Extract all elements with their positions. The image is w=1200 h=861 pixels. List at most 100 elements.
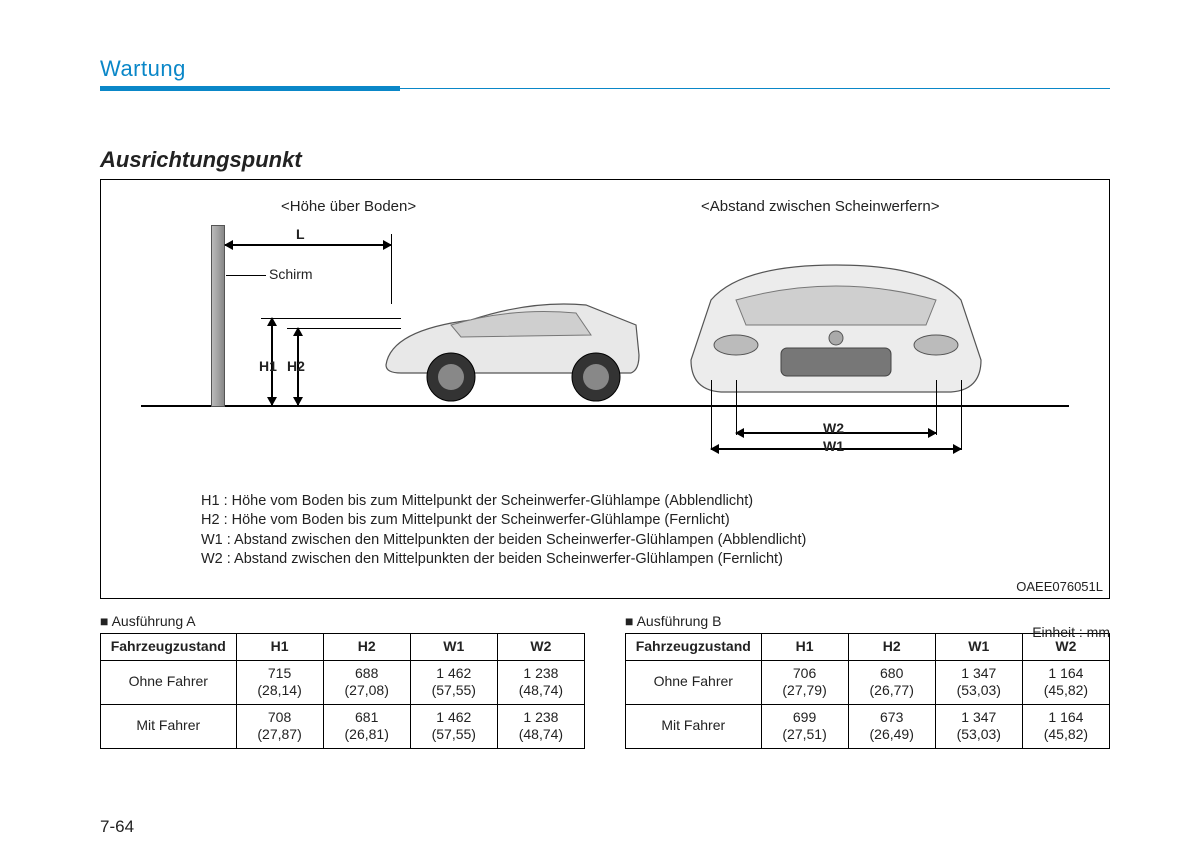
td: 681(26,81) xyxy=(323,704,410,748)
val: (27,87) xyxy=(257,726,301,742)
th: Fahrzeugzustand xyxy=(626,634,762,661)
val: 1 238 xyxy=(523,709,558,725)
table-row: Ohne Fahrer 706(27,79) 680(26,77) 1 347(… xyxy=(626,660,1110,704)
val: 688 xyxy=(355,665,378,681)
val: 1 462 xyxy=(436,665,471,681)
td: 1 347(53,03) xyxy=(935,704,1022,748)
th: H1 xyxy=(236,634,323,661)
val: 715 xyxy=(268,665,291,681)
dim-l-line xyxy=(225,244,391,246)
val: (27,08) xyxy=(345,682,389,698)
val: 1 238 xyxy=(523,665,558,681)
table-a: ■ Ausführung A Fahrzeugzustand H1 H2 W1 … xyxy=(100,613,585,749)
schirm-pointer xyxy=(226,275,266,276)
td: Ohne Fahrer xyxy=(626,660,762,704)
val: (48,74) xyxy=(519,726,563,742)
th: H2 xyxy=(848,634,935,661)
table-row: Mit Fahrer 708(27,87) 681(26,81) 1 462(5… xyxy=(101,704,585,748)
table-row: Fahrzeugzustand H1 H2 W1 W2 xyxy=(101,634,585,661)
val: (45,82) xyxy=(1044,682,1088,698)
val: 706 xyxy=(793,665,816,681)
td: 1 238(48,74) xyxy=(497,704,584,748)
td: 699(27,51) xyxy=(761,704,848,748)
val: (26,49) xyxy=(870,726,914,742)
dim-h2-label: H2 xyxy=(287,358,305,374)
td: 1 238(48,74) xyxy=(497,660,584,704)
w1-right-ext xyxy=(961,380,962,450)
td: 1 462(57,55) xyxy=(410,660,497,704)
val: (48,74) xyxy=(519,682,563,698)
figure-code: OAEE076051L xyxy=(1016,579,1103,594)
th: H2 xyxy=(323,634,410,661)
th: W2 xyxy=(497,634,584,661)
chapter-title: Wartung xyxy=(100,56,1110,82)
caption-distance: <Abstand zwischen Scheinwerfern> xyxy=(701,198,939,215)
h1-ext xyxy=(261,318,401,319)
table-row: Mit Fahrer 699(27,51) 673(26,49) 1 347(5… xyxy=(626,704,1110,748)
dim-l-label: L xyxy=(296,226,305,242)
val: 673 xyxy=(880,709,903,725)
th: H1 xyxy=(761,634,848,661)
td: 1 164(45,82) xyxy=(1022,704,1109,748)
legend-w2: W2 : Abstand zwischen den Mittelpunkten … xyxy=(201,550,1089,570)
legend-h2: H2 : Höhe vom Boden bis zum Mittelpunkt … xyxy=(201,511,1089,531)
val: 699 xyxy=(793,709,816,725)
dim-w2-label: W2 xyxy=(823,420,844,436)
car-side-icon xyxy=(381,295,641,405)
table-b-grid: Fahrzeugzustand H1 H2 W1 W2 Ohne Fahrer … xyxy=(625,633,1110,749)
val: (27,79) xyxy=(782,682,826,698)
schirm-label: Schirm xyxy=(269,266,313,282)
td: 673(26,49) xyxy=(848,704,935,748)
td: 680(26,77) xyxy=(848,660,935,704)
val: 1 462 xyxy=(436,709,471,725)
val: (26,81) xyxy=(345,726,389,742)
td: 1 164(45,82) xyxy=(1022,660,1109,704)
header-rule-thick xyxy=(100,86,400,91)
ground-line xyxy=(141,405,1069,407)
td: Mit Fahrer xyxy=(626,704,762,748)
screen-post xyxy=(211,225,225,407)
th: W1 xyxy=(410,634,497,661)
val: 1 164 xyxy=(1048,665,1083,681)
section-title: Ausrichtungspunkt xyxy=(100,147,1110,173)
header-rule-thin xyxy=(400,88,1110,89)
figure-box: <Höhe über Boden> <Abstand zwischen Sche… xyxy=(100,179,1110,599)
td: 1 462(57,55) xyxy=(410,704,497,748)
td: 715(28,14) xyxy=(236,660,323,704)
td: Ohne Fahrer xyxy=(101,660,237,704)
table-row: Ohne Fahrer 715(28,14) 688(27,08) 1 462(… xyxy=(101,660,585,704)
legend-w1: W1 : Abstand zwischen den Mittelpunkten … xyxy=(201,531,1089,551)
w2-left-ext xyxy=(736,380,737,435)
val: (45,82) xyxy=(1044,726,1088,742)
w1-left-ext xyxy=(711,380,712,450)
th: W1 xyxy=(935,634,1022,661)
val: (26,77) xyxy=(870,682,914,698)
val: (28,14) xyxy=(257,682,301,698)
td: Mit Fahrer xyxy=(101,704,237,748)
w2-right-ext xyxy=(936,380,937,435)
page-number: 7-64 xyxy=(100,817,134,837)
val: 1 347 xyxy=(961,709,996,725)
th: Fahrzeugzustand xyxy=(101,634,237,661)
dim-h1-label: H1 xyxy=(259,358,277,374)
td: 706(27,79) xyxy=(761,660,848,704)
table-a-title: ■ Ausführung A xyxy=(100,613,585,629)
dim-w1-label: W1 xyxy=(823,438,844,454)
table-a-grid: Fahrzeugzustand H1 H2 W1 W2 Ohne Fahrer … xyxy=(100,633,585,749)
val: 1 164 xyxy=(1048,709,1083,725)
val: 708 xyxy=(268,709,291,725)
page: Wartung Ausrichtungspunkt <Höhe über Bod… xyxy=(0,0,1200,861)
header-rule xyxy=(100,86,1110,91)
car-front-icon xyxy=(681,260,991,405)
td: 708(27,87) xyxy=(236,704,323,748)
caption-height: <Höhe über Boden> xyxy=(281,198,416,215)
td: 688(27,08) xyxy=(323,660,410,704)
legend-h1: H1 : Höhe vom Boden bis zum Mittelpunkt … xyxy=(201,492,1089,512)
tables-row: ■ Ausführung A Fahrzeugzustand H1 H2 W1 … xyxy=(100,613,1110,749)
val: 680 xyxy=(880,665,903,681)
val: (27,51) xyxy=(782,726,826,742)
td: 1 347(53,03) xyxy=(935,660,1022,704)
val: (57,55) xyxy=(432,682,476,698)
val: (53,03) xyxy=(957,682,1001,698)
val: 681 xyxy=(355,709,378,725)
